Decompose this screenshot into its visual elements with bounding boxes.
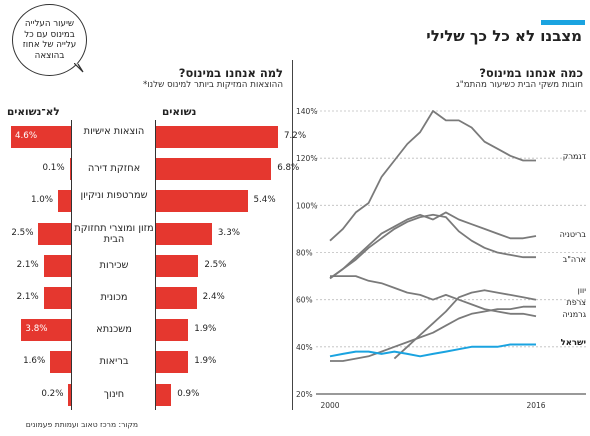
series-label: יוון [578, 286, 587, 295]
unmarried-axis-line [71, 120, 72, 410]
bar-married [156, 287, 197, 309]
left-section-subtitle: ההוצאות המזיקות ביותר למינוס שלנו* [142, 80, 283, 90]
category-label: הוצאות אישיות [83, 126, 145, 137]
bar-married-value: 6.8% [277, 163, 300, 174]
series-label: צרפת [566, 298, 586, 307]
bar-married [156, 126, 278, 148]
bar-unmarried-value: 3.8% [25, 324, 48, 335]
category-label: מכונית [100, 292, 128, 303]
bar-unmarried-value: 0.1% [42, 163, 65, 174]
bar-unmarried [11, 126, 71, 148]
main-title: מצבנו לא כל כך שלילי [426, 27, 582, 45]
expense-bar-chart: נשואים לא־נשואים הוצאות אישיות 7.2% 4.6% אח… [0, 0, 306, 420]
bar-unmarried [21, 319, 71, 342]
series-label: דנמרק [563, 152, 587, 161]
bar-unmarried-value: 2.1% [16, 259, 39, 270]
series-line [330, 305, 536, 362]
bar-married-value: 7.2% [284, 131, 307, 141]
bar-married [156, 190, 248, 213]
series-line [329, 110, 536, 242]
series-label: ישראל [561, 338, 586, 348]
household-debt-line-chart: 20% 40% 60% 80% 100% 120% 140% 2000 2016 דנמרק ברי… [296, 107, 587, 410]
bar-unmarried [50, 351, 71, 374]
bar-unmarried [43, 287, 71, 309]
category-label: שמרטפות וניקיון [80, 190, 148, 202]
left-section-title: למה אנחנו במינוס? [178, 66, 283, 80]
bar-unmarried [69, 158, 71, 181]
bar-married [156, 351, 189, 374]
category-label: שכירות [99, 259, 129, 271]
bar-married-value: 0.9% [177, 388, 200, 399]
series-label: גרמניה [563, 310, 587, 319]
married-axis-line [155, 120, 156, 410]
y-tick-label: 60% [296, 296, 313, 305]
bar-unmarried-value: 4.6% [15, 131, 38, 141]
series-line [329, 343, 536, 358]
bar-unmarried-value: 1.6% [23, 356, 46, 367]
category-label: משכנתא [96, 324, 132, 336]
bar-unmarried-value: 0.2% [41, 388, 64, 399]
bar-unmarried [38, 222, 71, 245]
series-line [329, 213, 536, 280]
y-tick-label: 80% [296, 249, 313, 258]
bar-unmarried-value: 2.5% [11, 227, 34, 238]
x-tick-label: 2000 [320, 401, 339, 410]
x-tick-label: 2016 [526, 401, 545, 410]
category-label: מזון ומוצרי תחזוקת הבית [74, 222, 154, 245]
header-unmarried: לא־נשואים [7, 106, 60, 118]
series-line [329, 211, 537, 280]
bar-married [156, 383, 172, 406]
series-line [393, 289, 537, 360]
bar-unmarried [68, 383, 71, 406]
series-label: בריטניה [560, 230, 587, 239]
right-section-title: כמה אנחנו במינוס? [479, 66, 583, 80]
series-label: ארה"ב [563, 255, 586, 264]
bar-unmarried [57, 190, 71, 213]
bar-married [156, 254, 199, 277]
bar-married-value: 2.5% [204, 259, 227, 270]
y-tick-label: 120% [296, 154, 317, 163]
speech-bubble: שיעור העלייה במינוס עם כל עלייה של אחוז … [12, 4, 87, 76]
y-tick-label: 100% [296, 201, 317, 210]
category-label: חינוך [103, 388, 125, 400]
bar-married-value: 1.9% [194, 356, 217, 367]
bar-unmarried [43, 254, 71, 277]
bar-married-value: 1.9% [194, 324, 217, 335]
bar-married-value: 3.3% [217, 227, 240, 238]
speech-bubble-tail [74, 63, 84, 73]
speech-bubble-text: שיעור העלייה במינוס עם כל עלייה של אחוז … [22, 19, 77, 61]
y-tick-label: 40% [296, 343, 313, 352]
bar-unmarried-value: 2.1% [16, 292, 39, 302]
y-tick-label: 140% [296, 107, 317, 116]
category-label: אחזקת דירה [87, 163, 141, 175]
right-section-subtitle: חובות משקי הבית כשיעור מהתמ"ג [456, 80, 583, 90]
bar-married [156, 158, 272, 181]
bar-married-value: 2.4% [202, 292, 225, 302]
source-note: מקור: מרכז טאוב ועמותת פעמונים [25, 420, 138, 429]
bar-married [156, 222, 212, 245]
bar-married [156, 319, 189, 342]
y-tick-label: 20% [296, 390, 313, 399]
title-accent-bar [541, 20, 585, 25]
header-married: נשואים [162, 106, 197, 118]
bar-married-value: 5.4% [253, 195, 276, 206]
bar-unmarried-value: 1.0% [30, 195, 54, 206]
section-divider [292, 60, 293, 410]
series-line [330, 275, 537, 318]
category-label: בריאות [99, 356, 129, 368]
